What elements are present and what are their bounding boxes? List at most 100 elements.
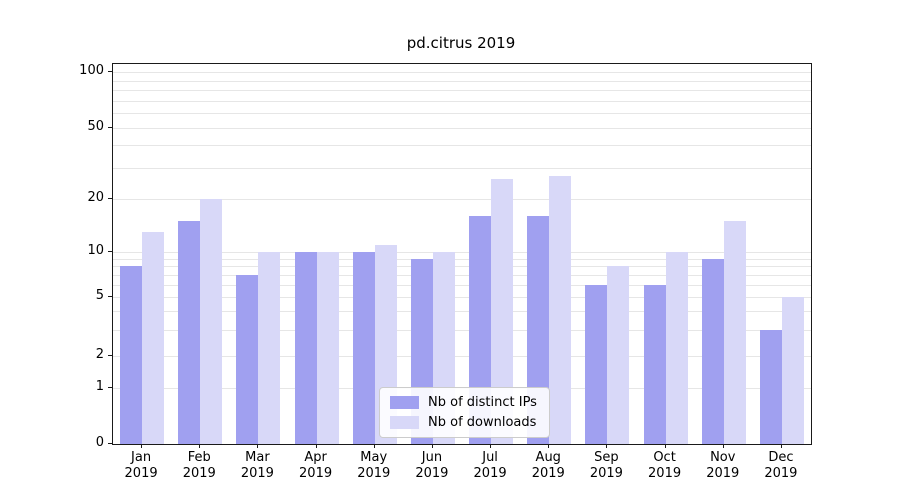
chart-title: pd.citrus 2019 [406, 34, 516, 52]
bar-ips [701, 259, 724, 444]
bar-downloads [607, 266, 630, 444]
legend-swatch-downloads [390, 416, 419, 429]
gridline [113, 275, 811, 277]
gridline [113, 199, 811, 200]
gridline [113, 167, 811, 169]
x-tick-year: 2019 [357, 466, 391, 481]
x-tick-year: 2019 [182, 466, 216, 481]
bar-downloads [200, 199, 223, 444]
bar-ips [178, 221, 201, 444]
x-tick-mark [490, 444, 492, 448]
gridline [113, 297, 811, 298]
x-tick-mark [722, 444, 724, 448]
x-tick-month: Aug [535, 450, 561, 465]
y-tick-mark [108, 198, 112, 199]
legend-entry: Nb of distinct IPs [390, 395, 537, 410]
y-tick-mark [108, 355, 112, 356]
gridline [113, 113, 811, 115]
bar-downloads [316, 252, 339, 444]
x-tick-month: Mar [245, 450, 270, 465]
x-tick-label: Oct 2019 [633, 450, 697, 482]
x-tick-mark [548, 444, 550, 448]
legend-entry: Nb of downloads [390, 415, 537, 430]
bar-downloads [723, 221, 746, 444]
x-tick-mark [431, 444, 433, 448]
x-tick-month: Jan [131, 450, 152, 465]
x-tick-mark [315, 444, 317, 448]
bar-downloads [491, 179, 514, 444]
y-tick-mark [108, 71, 112, 72]
x-tick-year: 2019 [240, 466, 274, 481]
gridline [113, 266, 811, 268]
x-tick-label: Apr 2019 [284, 450, 348, 482]
x-tick-year: 2019 [415, 466, 449, 481]
x-tick-mark [664, 444, 666, 448]
x-tick-label: Aug 2019 [516, 450, 580, 482]
x-tick-year: 2019 [764, 466, 798, 481]
x-tick-month: Jul [482, 450, 498, 465]
x-tick-label: Jan 2019 [109, 450, 173, 482]
gridline [113, 145, 811, 147]
gridline [113, 72, 811, 73]
x-tick-year: 2019 [589, 466, 623, 481]
legend: Nb of distinct IPs Nb of downloads [379, 387, 550, 438]
x-tick-month: Sep [594, 450, 619, 465]
bar-ips [585, 285, 608, 444]
gridline [113, 311, 811, 313]
x-tick-label: Jun 2019 [400, 450, 464, 482]
y-tick-mark [108, 387, 112, 388]
y-tick-label: 10 [87, 243, 104, 258]
legend-swatch-ips [390, 396, 419, 409]
legend-label: Nb of distinct IPs [428, 395, 537, 410]
gridline [113, 80, 811, 82]
x-tick-month: Oct [653, 450, 676, 465]
x-tick-year: 2019 [299, 466, 333, 481]
y-tick-mark [108, 251, 112, 252]
y-tick-mark [108, 296, 112, 297]
x-tick-label: Nov 2019 [691, 450, 755, 482]
x-tick-month: Feb [187, 450, 211, 465]
y-tick-label: 1 [95, 379, 104, 394]
y-tick-mark [108, 127, 112, 128]
y-tick-label: 100 [79, 63, 104, 78]
bar-ips [294, 252, 317, 444]
gridline [113, 90, 811, 92]
bar-ips [352, 252, 375, 444]
x-tick-mark [373, 444, 375, 448]
x-tick-month: Apr [304, 450, 327, 465]
x-tick-year: 2019 [473, 466, 507, 481]
bar-ips [643, 285, 666, 444]
gridline [113, 258, 811, 260]
x-tick-label: Feb 2019 [167, 450, 231, 482]
y-tick-label: 20 [87, 190, 104, 205]
gridline [113, 128, 811, 129]
x-tick-label: Sep 2019 [574, 450, 638, 482]
bar-downloads [142, 232, 165, 444]
bar-downloads [549, 176, 572, 444]
gridline [113, 285, 811, 287]
x-tick-label: Dec 2019 [749, 450, 813, 482]
x-tick-month: Dec [768, 450, 794, 465]
bar-ips [759, 330, 782, 444]
x-tick-month: May [360, 450, 388, 465]
bar-downloads [665, 252, 688, 444]
x-tick-month: Nov [710, 450, 736, 465]
x-tick-label: Jul 2019 [458, 450, 522, 482]
x-tick-label: Mar 2019 [225, 450, 289, 482]
x-tick-year: 2019 [124, 466, 158, 481]
bar-ips [236, 275, 259, 444]
x-tick-month: Jun [421, 450, 443, 465]
x-tick-year: 2019 [648, 466, 682, 481]
bar-downloads [781, 297, 804, 444]
x-tick-mark [606, 444, 608, 448]
x-tick-mark [257, 444, 259, 448]
y-tick-label: 5 [95, 288, 104, 303]
x-tick-label: May 2019 [342, 450, 406, 482]
bar-downloads [258, 252, 281, 444]
legend-label: Nb of downloads [428, 415, 537, 430]
x-tick-year: 2019 [706, 466, 740, 481]
gridline [113, 329, 811, 331]
y-tick-label: 50 [87, 119, 104, 134]
plot-area: Nb of distinct IPs Nb of downloads [112, 63, 812, 445]
bar-ips [120, 266, 143, 444]
